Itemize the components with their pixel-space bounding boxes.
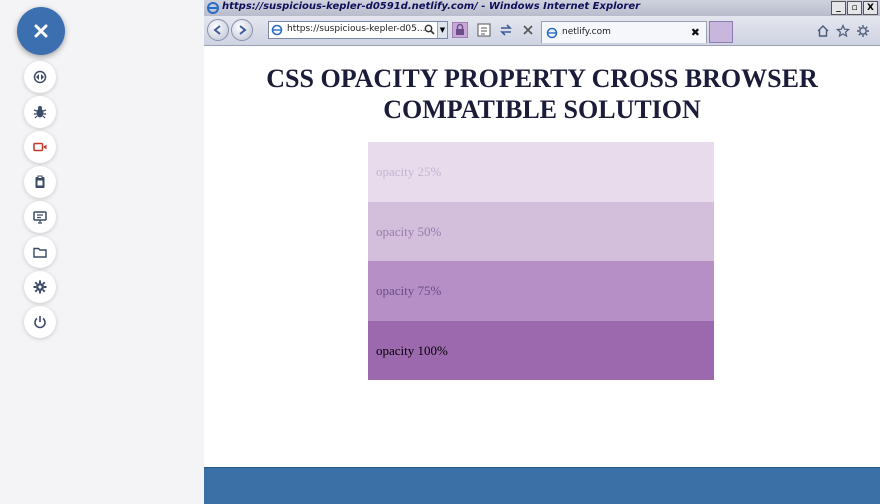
minimize-button[interactable]: _: [831, 1, 846, 15]
favorites-star-icon[interactable]: [836, 24, 850, 38]
page-heading: CSS OPACITY PROPERTY CROSS BROWSER COMPA…: [204, 63, 880, 125]
heading-line-1: CSS OPACITY PROPERTY CROSS BROWSER: [266, 64, 818, 93]
opacity-box-100: opacity 100%: [368, 321, 714, 380]
tool-rail: [0, 0, 204, 504]
sync-icon: [33, 70, 47, 84]
gear-icon: [33, 280, 47, 294]
back-arrow-icon: [213, 25, 221, 35]
opacity-box-label: opacity 25%: [376, 164, 442, 179]
opacity-demo-boxes: opacity 25% opacity 50% opacity 75% opac…: [368, 142, 714, 380]
opacity-box-75: opacity 75%: [368, 261, 714, 321]
address-bar[interactable]: https://suspicious-kepler-d05... ▼: [268, 21, 448, 39]
search-icon[interactable]: [424, 24, 435, 35]
maximize-button[interactable]: ▫: [847, 1, 862, 15]
power-button[interactable]: [24, 306, 56, 338]
lock-icon[interactable]: [452, 22, 468, 38]
record-video-button[interactable]: [24, 131, 56, 163]
refresh-icon[interactable]: [498, 22, 514, 38]
back-button[interactable]: [207, 19, 229, 41]
home-icon[interactable]: [816, 24, 830, 38]
opacity-box-25: opacity 25%: [368, 142, 714, 202]
tab-label: netlify.com: [562, 27, 611, 37]
forward-button[interactable]: [231, 19, 253, 41]
address-dropdown[interactable]: ▼: [437, 22, 447, 38]
clipboard-button[interactable]: [24, 166, 56, 198]
stop-icon[interactable]: [520, 22, 536, 38]
heading-line-2: COMPATIBLE SOLUTION: [383, 95, 701, 124]
screen-button[interactable]: [24, 201, 56, 233]
window-controls: _ ▫ X: [831, 1, 878, 15]
opacity-box-label: opacity 100%: [376, 343, 448, 358]
browser-toolbar: https://suspicious-kepler-d05... ▼ netli…: [204, 16, 880, 46]
compatibility-view-icon[interactable]: [476, 22, 492, 38]
monitor-icon: [33, 211, 47, 224]
page-icon: [271, 24, 283, 36]
bug-icon: [33, 106, 47, 119]
opacity-box-label: opacity 50%: [376, 224, 442, 239]
clipboard-icon: [35, 175, 45, 188]
close-fab-button[interactable]: [17, 7, 65, 55]
new-tab-button[interactable]: [709, 21, 733, 43]
close-window-button[interactable]: X: [863, 1, 878, 15]
settings-button[interactable]: [24, 271, 56, 303]
window-title: https://suspicious-kepler-d0591d.netlify…: [222, 1, 641, 12]
title-bar: https://suspicious-kepler-d0591d.netlify…: [204, 0, 880, 16]
tab-close-button[interactable]: ✖: [690, 26, 700, 39]
taskbar-strip: [204, 467, 880, 504]
power-icon: [34, 316, 46, 329]
bug-report-button[interactable]: [24, 96, 56, 128]
opacity-box-50: opacity 50%: [368, 202, 714, 261]
address-url: https://suspicious-kepler-d05...: [287, 24, 426, 34]
folder-icon: [33, 247, 47, 258]
forward-arrow-icon: [239, 25, 247, 35]
opacity-box-label: opacity 75%: [376, 283, 442, 298]
folder-button[interactable]: [24, 236, 56, 268]
tools-gear-icon[interactable]: [856, 24, 870, 38]
ie-logo-icon: [207, 2, 219, 14]
tab-netlify[interactable]: netlify.com ✖: [541, 21, 707, 43]
close-icon: [34, 24, 48, 38]
sync-button[interactable]: [24, 61, 56, 93]
video-icon: [33, 142, 47, 152]
tab-page-icon: [546, 27, 558, 39]
browser-window: https://suspicious-kepler-d0591d.netlify…: [204, 0, 880, 504]
page-content: CSS OPACITY PROPERTY CROSS BROWSER COMPA…: [204, 47, 880, 467]
